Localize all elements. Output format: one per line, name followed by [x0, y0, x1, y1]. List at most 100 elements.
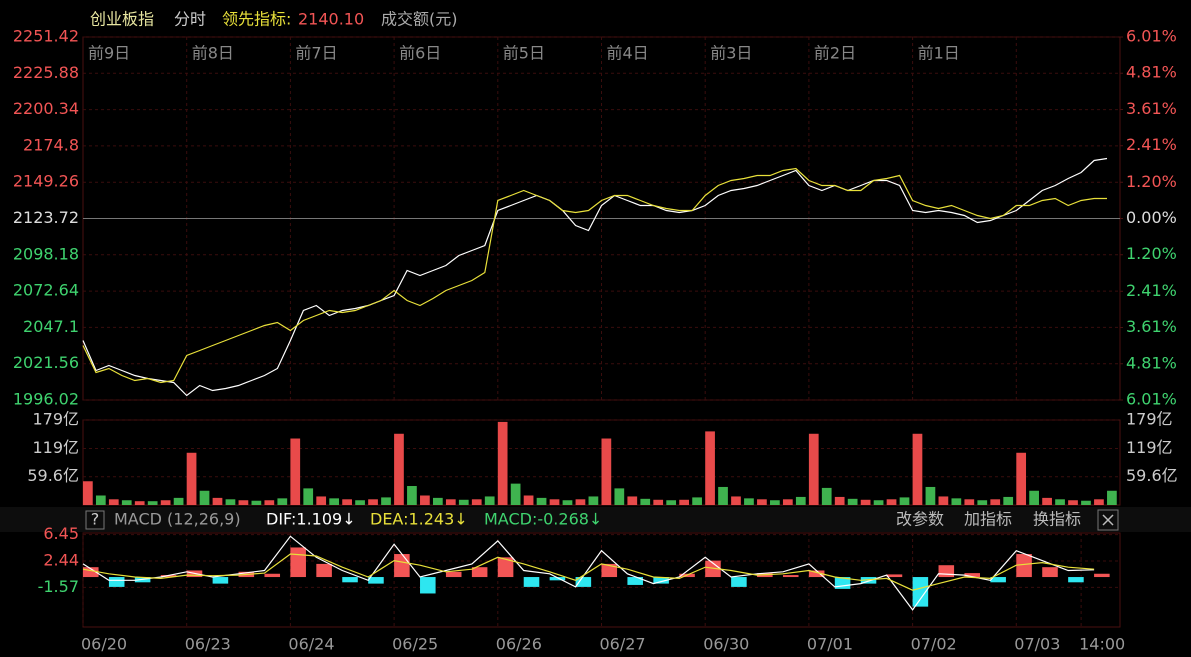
y-tick-label-right: 119亿 — [1126, 438, 1173, 457]
macd-bar — [368, 577, 384, 584]
y2-tick-label: 6.01% — [1126, 27, 1177, 46]
volume-bar — [1081, 500, 1091, 505]
volume-bar — [795, 496, 806, 505]
y2-tick-label: 0.00% — [1126, 208, 1177, 227]
y-tick-label: 6.45 — [43, 524, 79, 543]
volume-bar — [770, 500, 780, 505]
volume-bar — [160, 500, 171, 505]
y2-tick-label: 3.61% — [1126, 99, 1177, 118]
macd-bar — [601, 563, 618, 578]
volume-bar — [497, 421, 508, 505]
day-label: 前3日 — [710, 44, 752, 63]
macd-bar — [653, 577, 669, 584]
y-tick-label: 2098.18 — [13, 244, 79, 263]
mode: 分时 — [174, 10, 206, 29]
index-name: 创业板指 — [90, 10, 154, 29]
close-icon[interactable] — [1102, 514, 1114, 526]
y-tick-label: 2021.56 — [13, 353, 79, 372]
volume-bar — [1029, 490, 1039, 505]
x-tick-label: 07/03 — [1014, 635, 1060, 654]
volume-bar — [173, 497, 184, 505]
close-button[interactable] — [1097, 509, 1119, 531]
volume-bar — [1068, 500, 1078, 505]
volume-bar — [588, 496, 599, 505]
help-label[interactable]: ? — [91, 510, 100, 529]
macd-bar — [549, 577, 566, 581]
x-tick-label: 06/24 — [288, 635, 334, 654]
volume-bar — [83, 481, 93, 505]
volume-bar — [394, 433, 404, 505]
macd-bar — [1068, 577, 1084, 583]
close-box[interactable] — [1097, 509, 1119, 531]
button-switch[interactable]: 换指标 — [1033, 510, 1081, 529]
day-label: 前7日 — [295, 44, 337, 63]
macd-bar — [83, 567, 99, 578]
macd-bar — [523, 577, 540, 587]
day-label: 前4日 — [607, 44, 649, 63]
dif-value: DIF:1.109↓ — [266, 510, 356, 529]
y-tick-label: 2251.42 — [13, 27, 79, 46]
macd-bar — [886, 574, 903, 578]
volume-bar — [523, 495, 534, 505]
y-tick-label: 119亿 — [32, 438, 79, 457]
x-tick-label: 06/23 — [185, 635, 231, 654]
volume-bar — [808, 433, 819, 505]
macd-bar — [990, 577, 1006, 583]
macd-bar — [808, 570, 825, 578]
volume-bar — [147, 501, 158, 505]
volume-bar — [653, 499, 664, 505]
volume-bar — [420, 495, 430, 505]
macd-bar — [497, 557, 514, 578]
y2-tick-label: 3.61% — [1126, 317, 1177, 336]
y2-tick-label: 1.20% — [1126, 244, 1177, 263]
button-add[interactable]: 加指标 — [964, 510, 1012, 529]
volume-bar — [575, 499, 586, 505]
x-tick-label: 06/26 — [496, 635, 542, 654]
y-tick-label-right: 179亿 — [1126, 410, 1173, 429]
day-label: 前9日 — [88, 44, 130, 63]
volume-bar — [847, 498, 858, 505]
volume-bar — [510, 483, 521, 505]
volume-bar — [990, 499, 1001, 505]
volume-bar — [925, 486, 936, 505]
macd-bar — [394, 554, 410, 578]
macd-bar — [834, 577, 851, 589]
volume-bar — [407, 486, 417, 505]
macd-bar — [160, 575, 177, 578]
x-tick-label: 06/30 — [703, 635, 749, 654]
y-tick-label: 2123.72 — [13, 208, 79, 227]
volume-bar — [251, 500, 262, 505]
volume-bar — [303, 488, 314, 505]
macd-bar — [290, 547, 306, 578]
macd-bar — [420, 577, 436, 594]
volume-bar — [912, 433, 923, 505]
volume-bar — [666, 500, 677, 505]
help-button[interactable] — [85, 510, 105, 530]
volume-bar — [199, 490, 210, 505]
y-tick-label: 2200.34 — [13, 99, 79, 118]
x-tick-label: 06/25 — [392, 635, 438, 654]
volume-bar — [381, 497, 391, 505]
series-line — [82, 535, 1095, 611]
volume-bar — [679, 499, 689, 505]
macd-bar — [264, 573, 281, 578]
macd-bar — [445, 571, 462, 578]
volume-bar — [1107, 490, 1117, 505]
macd-bar — [108, 577, 125, 587]
x-tick-label: 14:00 — [1079, 635, 1125, 654]
volume-bar — [458, 499, 469, 505]
volume-bar — [277, 498, 288, 505]
day-label: 前1日 — [918, 44, 960, 63]
macd-bar — [1016, 554, 1032, 578]
y-tick-label-right: 59.6亿 — [1126, 466, 1178, 485]
y2-tick-label: 2.41% — [1126, 281, 1177, 300]
series-line — [82, 157, 1108, 397]
series-line — [82, 553, 1095, 591]
volume-bar — [757, 499, 767, 505]
button-params[interactable]: 改参数 — [896, 510, 944, 529]
volume-bar — [821, 487, 832, 505]
macd-bar — [964, 573, 981, 578]
volume-bar — [899, 497, 910, 505]
